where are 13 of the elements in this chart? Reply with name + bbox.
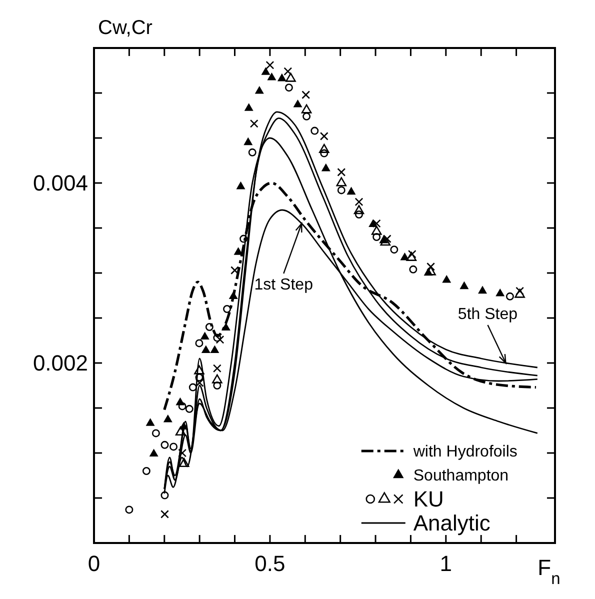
x-tick-label: 0 — [88, 551, 100, 576]
x-tick-label: 1 — [440, 551, 452, 576]
x-tick-label: 0.5 — [254, 551, 286, 576]
y-axis-title: Cw,Cr — [98, 17, 153, 39]
legend-label: KU — [413, 486, 444, 512]
x-axis-title: F$_{n}$ — [538, 555, 560, 588]
legend-label: with Hydrofoils — [412, 444, 518, 461]
legend-label: Analytic — [413, 510, 490, 536]
annotation: 1st Step — [254, 276, 314, 294]
y-tick-label: 0.004 — [32, 170, 88, 196]
annotation: 5th Step — [458, 306, 518, 323]
y-tick-label: 0.002 — [32, 350, 88, 376]
legend-label: Southampton — [413, 468, 509, 485]
